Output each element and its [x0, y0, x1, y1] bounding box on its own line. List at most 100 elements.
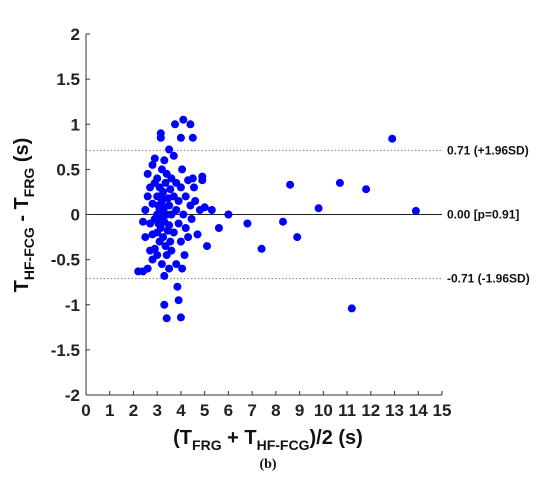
figure-caption: (b) [259, 457, 276, 472]
data-point [169, 151, 178, 160]
data-point [148, 160, 157, 169]
x-tick-label: 12 [361, 401, 380, 420]
y-tick-label: 2 [71, 25, 80, 44]
data-point [190, 183, 198, 192]
y-tick-label: -1.5 [51, 341, 80, 360]
data-point [286, 180, 295, 189]
data-point [176, 313, 185, 322]
data-point [171, 120, 179, 129]
data-point [159, 233, 168, 242]
y-tick-label: 0.5 [56, 160, 80, 179]
x-tick-label: 7 [247, 401, 256, 420]
x-tick-label: 3 [152, 401, 161, 420]
data-point [166, 185, 175, 194]
data-point [167, 246, 176, 255]
data-point [172, 260, 181, 269]
x-axis-title: (TFRG + THF-FCG)/2 (s) [173, 427, 363, 453]
y-axis-title: THF-FCG - TFRG (s) [11, 138, 37, 293]
data-point [143, 192, 152, 201]
reference-lines [86, 149, 442, 280]
data-point [174, 296, 183, 305]
data-point [347, 304, 356, 313]
data-point [169, 228, 178, 237]
data-point [179, 115, 188, 124]
data-point [141, 206, 150, 214]
x-tick-label: 14 [409, 401, 428, 420]
x-tick-label: 2 [129, 401, 138, 420]
data-point [143, 264, 152, 273]
x-tick-label: 0 [81, 401, 90, 420]
data-point [203, 242, 211, 251]
y-tick-label: 0 [71, 206, 80, 225]
reference-line-label-1: 0.00 [p=0.91] [447, 208, 519, 222]
data-point [160, 156, 169, 165]
data-point [173, 282, 182, 291]
data-point [165, 264, 174, 273]
data-point [176, 237, 185, 246]
tick-labels: -2-1.5-1-0.500.511.520 1 2 3 4 5 6 7 8 9 10 11 12 13 1… [51, 25, 452, 420]
data-point [153, 174, 162, 183]
data-point [165, 201, 174, 210]
data-point [187, 215, 196, 223]
data-point [141, 233, 150, 242]
data-point [186, 120, 195, 129]
data-point [156, 224, 165, 232]
data-point [157, 260, 166, 269]
x-tick-label: 13 [385, 401, 404, 420]
data-point [160, 300, 169, 309]
data-point [176, 133, 185, 142]
x-tick-label: 8 [271, 401, 280, 420]
y-tick-label: -1 [65, 296, 80, 315]
data-point [139, 217, 147, 226]
y-tick-label: -0.5 [51, 251, 80, 270]
data-point [174, 197, 183, 205]
reference-line-label-2: -0.71 (-1.96SD) [447, 272, 530, 286]
data-point [198, 172, 207, 181]
data-point [159, 187, 168, 196]
data-point [157, 197, 166, 205]
data-point [193, 230, 202, 239]
data-point [279, 217, 287, 226]
data-point [179, 210, 188, 219]
data-point [181, 224, 190, 232]
data-point [172, 206, 181, 214]
data-point [257, 244, 266, 253]
x-tick-label: 4 [176, 401, 186, 420]
y-tick-label: 1 [71, 115, 80, 134]
data-point [224, 210, 233, 219]
data-point [162, 314, 171, 323]
data-point [293, 233, 302, 242]
data-point [180, 251, 189, 260]
data-point [143, 169, 152, 178]
data-point [388, 134, 397, 143]
data-point [181, 192, 190, 201]
data-point [166, 237, 175, 246]
x-tick-label: 15 [433, 401, 452, 420]
axes [85, 33, 443, 396]
data-point [178, 165, 187, 174]
data-point [165, 145, 174, 154]
data-point [156, 133, 165, 142]
data-point [188, 174, 197, 183]
data-point [200, 203, 209, 212]
data-point [188, 133, 197, 142]
x-tick-label: 6 [224, 401, 233, 420]
data-point [150, 154, 159, 163]
y-tick-label: 1.5 [56, 70, 80, 89]
data-point [314, 204, 323, 213]
data-point [161, 178, 170, 187]
data-point [184, 233, 193, 242]
x-tick-label: 11 [338, 401, 356, 420]
data-point [335, 178, 344, 187]
data-point [160, 271, 169, 280]
data-point [411, 206, 420, 215]
x-tick-label: 1 [105, 401, 114, 420]
data-point [362, 185, 371, 194]
data-point [165, 221, 174, 230]
data-points [134, 115, 420, 323]
reference-line-labels: 0.71 (+1.96SD) 0.00 [p=0.91] -0.71 (-1.96S… [447, 143, 530, 285]
data-point [153, 251, 162, 260]
data-point [243, 219, 252, 228]
x-tick-label: 5 [200, 401, 209, 420]
